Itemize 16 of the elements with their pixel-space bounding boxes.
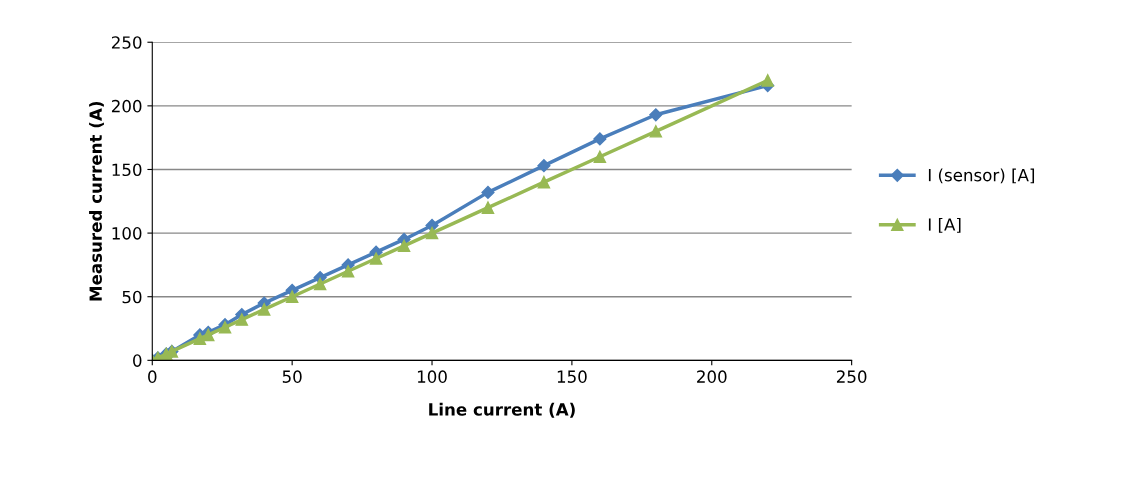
x-tick-label: 200 — [697, 370, 727, 383]
y-tick-label: 0 — [133, 354, 142, 367]
y-tick-label: 100 — [112, 227, 142, 240]
x-tick-label: 250 — [836, 370, 867, 383]
y-tick-label: 50 — [122, 290, 142, 304]
y-tick-label: 250 — [111, 36, 142, 49]
x-tick-label: 100 — [417, 370, 447, 383]
y-tick-label: 200 — [111, 99, 142, 113]
legend-label: I (sensor) [A] — [928, 168, 1035, 184]
y-tick-label: 150 — [112, 163, 142, 177]
y-axis-title: Measured current (A) — [89, 102, 104, 301]
x-tick-label: 50 — [282, 370, 302, 383]
x-axis-title: Line current (A) — [429, 402, 575, 418]
x-tick-label: 0 — [148, 370, 157, 383]
legend-label: I [A] — [928, 217, 961, 233]
x-tick-label: 150 — [557, 370, 587, 383]
